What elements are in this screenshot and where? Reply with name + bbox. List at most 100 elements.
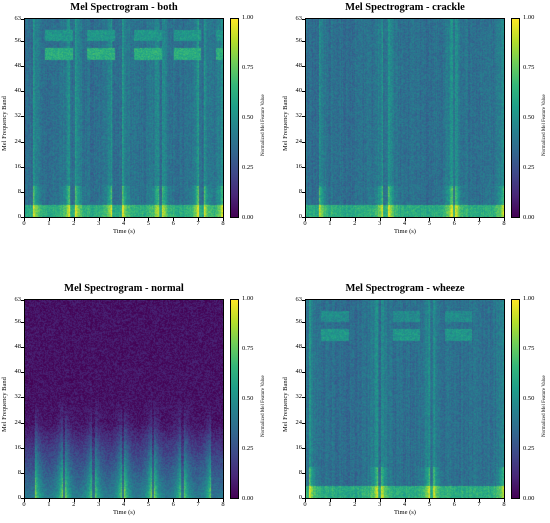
y-tick-label: 32 [295,393,303,401]
y-tick-mark [302,91,305,93]
y-tick-label: 56 [295,37,303,44]
x-tick-mark [429,499,431,502]
colorbar-label: Normalized Mel Feature Value [542,94,547,156]
x-tick-label: 2 [353,220,357,227]
x-tick-mark [98,218,100,221]
y-tick-mark [302,372,305,374]
colorbar-tick-label: 0.00 [523,495,535,502]
spectrogram-plot [24,299,224,499]
x-tick-mark [48,499,50,502]
colorbar [230,18,239,218]
colorbar-tick-label: 0.25 [242,445,254,452]
x-tick-label: 3 [97,501,101,508]
colorbar-tick-label: 0.50 [523,114,535,121]
y-tick-label: 40 [14,87,22,95]
colorbar-tick-label: 0.25 [242,164,254,171]
x-tick-label: 7 [477,220,481,227]
x-tick-label: 0 [22,501,26,508]
x-tick-mark [73,499,75,502]
y-tick-mark [21,498,24,499]
x-tick-mark [173,499,175,502]
colorbar-tick-label: 0.50 [242,395,254,402]
colorbar-tick-label: 1.00 [523,295,535,302]
x-tick-mark [148,218,150,221]
x-tick-mark [504,218,505,221]
x-tick-label: 1 [47,501,51,508]
x-tick-label: 8 [502,220,506,227]
y-tick-mark [302,217,305,218]
y-tick-label: 24 [14,418,22,426]
colorbar-tick-label: 0.50 [523,395,535,402]
y-tick-label: 40 [295,368,303,376]
colorbar-tick-label: 0.75 [242,64,254,71]
y-tick-mark [21,66,24,68]
spectrogram-image [306,300,504,498]
y-tick-label: 0 [298,494,302,501]
y-tick-mark [302,347,305,349]
x-tick-mark [173,218,175,221]
spectrogram-plot [24,18,224,218]
colorbar-label: Normalized Mel Feature Value [261,94,266,156]
x-tick-mark [148,499,150,502]
x-tick-mark [305,499,306,502]
y-tick-label: 63 [14,15,22,22]
x-tick-mark [329,499,331,502]
y-tick-mark [302,166,305,168]
y-tick-mark [302,66,305,68]
colorbar-label: Normalized Mel Feature Value [542,375,547,437]
y-tick-label: 32 [295,112,303,120]
x-tick-mark [223,218,224,221]
colorbar-tick-label: 0.50 [242,114,254,121]
y-tick-label: 48 [14,62,22,70]
chart-title: Mel Spectrogram - crackle [345,2,465,13]
colorbar [511,18,520,218]
x-tick-label: 2 [72,501,76,508]
y-tick-mark [302,191,305,193]
y-tick-mark [302,498,305,499]
x-tick-label: 0 [303,501,307,508]
colorbar-tick-label: 0.75 [242,345,254,352]
y-tick-label: 48 [14,343,22,351]
x-axis-label: Time (s) [113,509,135,516]
colorbar [511,299,520,499]
x-tick-mark [379,499,381,502]
y-tick-label: 0 [17,213,21,220]
y-tick-label: 0 [298,213,302,220]
y-tick-label: 48 [295,343,303,351]
y-tick-label: 40 [14,368,22,376]
x-tick-label: 4 [121,220,126,227]
x-tick-mark [24,218,25,221]
y-tick-label: 16 [295,443,303,451]
x-tick-mark [98,499,100,502]
x-axis-label: Time (s) [394,228,416,235]
x-tick-label: 8 [502,501,506,508]
y-tick-mark [21,322,24,323]
colorbar-tick-label: 0.00 [242,495,254,502]
x-tick-label: 6 [171,501,175,508]
x-tick-mark [454,499,456,502]
y-tick-mark [21,347,24,349]
y-tick-label: 32 [14,112,22,120]
y-tick-label: 8 [298,468,302,476]
x-tick-label: 6 [171,220,175,227]
y-tick-label: 63 [295,296,303,303]
x-tick-mark [198,218,200,221]
x-tick-mark [504,499,505,502]
x-tick-label: 3 [378,501,382,508]
y-tick-mark [302,447,305,449]
x-tick-label: 4 [121,501,126,508]
y-tick-label: 24 [295,418,303,426]
colorbar-label: Normalized Mel Feature Value [261,375,266,437]
x-axis-label: Time (s) [394,509,416,516]
x-tick-label: 7 [196,501,200,508]
spectrogram-image [25,19,223,217]
x-tick-label: 5 [427,501,431,508]
y-tick-label: 56 [295,318,303,325]
x-tick-label: 6 [452,220,456,227]
colorbar-tick-label: 1.00 [242,295,254,302]
y-tick-mark [21,300,24,301]
y-tick-label: 8 [298,187,302,195]
y-tick-mark [302,19,305,20]
x-tick-mark [454,218,456,221]
y-tick-mark [302,41,305,42]
